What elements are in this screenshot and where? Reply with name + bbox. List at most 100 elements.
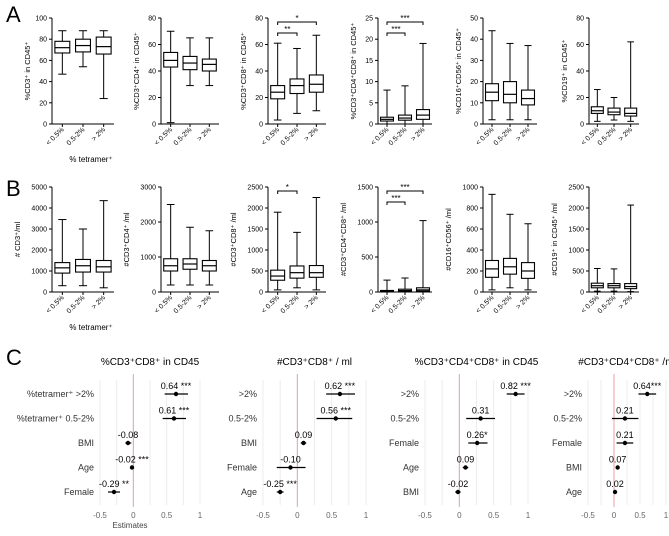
y-tick-label: 40 [576, 69, 584, 76]
x-tick-label: > 2% [410, 126, 426, 142]
estimate-label: 0.26* [467, 430, 489, 440]
y-tick-label: 100 [35, 16, 47, 23]
x-tick-label: < 0.5% [261, 126, 282, 147]
forest-title: %CD3⁺CD4⁺CD8⁺ in CD45 [415, 357, 539, 368]
y-tick-label: 200 [466, 269, 478, 276]
estimate-label: 0.61 *** [159, 406, 190, 416]
box-chart-4: 0 5 10 15 20 25 %CD3⁺CD4⁺CD8⁺ in CD45⁺ < 0.5%0.… [349, 14, 432, 147]
box [502, 81, 518, 104]
y-axis-label: #CD3⁺CD4⁺ /ml [122, 212, 131, 267]
x-tick-label: -0.5 [581, 511, 595, 520]
box-chart-1: 0 20 40 60 80 100 %CD3⁺ in CD45⁺ < 0.5% 0.5-2% > … [23, 16, 114, 164]
x-tick-label: 0.5-2% [493, 126, 514, 147]
significance-label: * [286, 183, 289, 192]
estimate-label: 0.21 [616, 406, 634, 416]
estimate-label: 0.64 *** [161, 381, 192, 391]
y-tick-label: 15 [365, 58, 373, 65]
estimate-point [129, 465, 135, 470]
x-tick-label: < 0.5% [370, 126, 391, 147]
estimate-point [478, 416, 483, 421]
x-tick-label: 0.5-2% [597, 126, 618, 147]
y-axis-label: #CD3⁺CD8⁺ /ml [229, 212, 238, 267]
forest-row-label: 0.5-2% [553, 414, 582, 424]
x-tick-label: 0.5 [488, 511, 500, 520]
significance-bracket [277, 190, 298, 194]
x-tick-label: 0 [612, 511, 617, 520]
box-chart-2: 0 20 40 60 80 %CD3⁺CD4⁺ in CD45⁺ < 0.5%0.5-2% >… [132, 16, 219, 147]
x-tick-label: > 2% [91, 126, 107, 142]
y-tick-label: 800 [466, 206, 478, 213]
y-tick-label: 40 [255, 69, 263, 76]
x-tick-label: 1 [198, 511, 203, 520]
significance-bracket [386, 201, 406, 205]
estimate-point [513, 391, 518, 397]
x-tick-label: 0.5 [326, 511, 338, 520]
forest-row-label: Female [227, 463, 257, 473]
box-chart-8: 0 1000 2000 3000 #CD3⁺CD4⁺ /ml < 0.5%0.5-2% > … [122, 185, 219, 315]
estimate-label: -0.02 *** [115, 455, 149, 465]
x-tick-label: < 0.5% [370, 294, 391, 315]
box-chart-11: 0 200 400 600 800 1000 #CD16⁺CD56⁺ /ml < 0.5%0.… [444, 185, 537, 315]
significance-bracket [277, 21, 317, 25]
y-tick-label: 0 [43, 290, 47, 297]
x-tick-label: 1 [364, 511, 369, 520]
forest-row-label: Age [78, 463, 94, 473]
estimate-point [337, 391, 343, 397]
x-tick-label: > 2% [91, 294, 107, 310]
y-axis-label: %CD19⁺ in CD45⁺ [560, 39, 569, 102]
x-tick-label: > 2% [303, 126, 319, 142]
estimate-point [622, 440, 628, 446]
estimate-label: 0.07 [609, 455, 627, 465]
panel-label-c: C [6, 345, 22, 370]
box [308, 74, 324, 93]
estimate-point [111, 489, 117, 495]
y-tick-label: 2000 [247, 206, 263, 213]
x-tick-label: < 0.5% [154, 294, 175, 315]
estimate-label: 0.09 [295, 430, 313, 440]
box-chart-7: 0 1000 2000 3000 4000 5000 # CD3⁺/ml < 0.5% 0.5-… [13, 185, 114, 332]
y-tick-label: 2000 [31, 248, 47, 255]
y-tick-label: 20 [470, 79, 478, 86]
y-tick-label: 3000 [140, 185, 156, 192]
estimate-point [474, 440, 480, 446]
forest-row-label: BMI [566, 463, 582, 473]
forest-row-label: >2% [401, 389, 419, 399]
estimate-point [645, 391, 650, 397]
forest-row-label: 0.5-2% [228, 414, 257, 424]
significance-label: *** [400, 183, 409, 192]
x-tick-label: -0.5 [256, 511, 270, 520]
estimate-point [455, 489, 461, 495]
x-axis-title: % tetramer⁺ [69, 323, 112, 332]
y-tick-label: 5 [369, 100, 373, 107]
significance-bracket [277, 32, 298, 36]
y-tick-label: 25 [365, 16, 373, 23]
x-tick-label: 0 [295, 511, 300, 520]
significance-label: *** [391, 194, 400, 203]
y-tick-label: 20 [39, 100, 47, 107]
x-axis-title: Estimates [112, 521, 147, 530]
box [520, 89, 536, 106]
y-tick-label: 40 [39, 79, 47, 86]
estimate-point [333, 416, 338, 421]
y-tick-label: 2000 [140, 220, 156, 227]
y-tick-label: 500 [572, 269, 584, 276]
box [308, 264, 324, 278]
y-tick-label: 80 [39, 37, 47, 44]
y-tick-label: 0 [259, 122, 263, 129]
x-tick-label: 1 [526, 511, 531, 520]
y-tick-label: 1500 [247, 227, 263, 234]
x-tick-label: 0.5-2% [388, 126, 409, 147]
x-tick-label: 0.5-2% [173, 126, 194, 147]
estimate-label: 0.56 *** [321, 406, 352, 416]
y-tick-label: 3000 [31, 227, 47, 234]
x-tick-label: > 2% [410, 294, 426, 310]
forest-row-label: Female [389, 438, 419, 448]
estimate-label: 0.31 [472, 406, 490, 416]
forest-row-label: BMI [78, 438, 94, 448]
forest-chart-2: #CD3⁺CD8⁺ / ml >2% 0.62 *** 0.5-2% 0.56 *** B… [227, 357, 369, 520]
x-tick-label: > 2% [303, 294, 319, 310]
y-axis-label: #CD16⁺CD56⁺ /ml [444, 208, 453, 271]
x-tick-label: 1 [664, 511, 669, 520]
forest-row-label: BMI [403, 487, 419, 497]
